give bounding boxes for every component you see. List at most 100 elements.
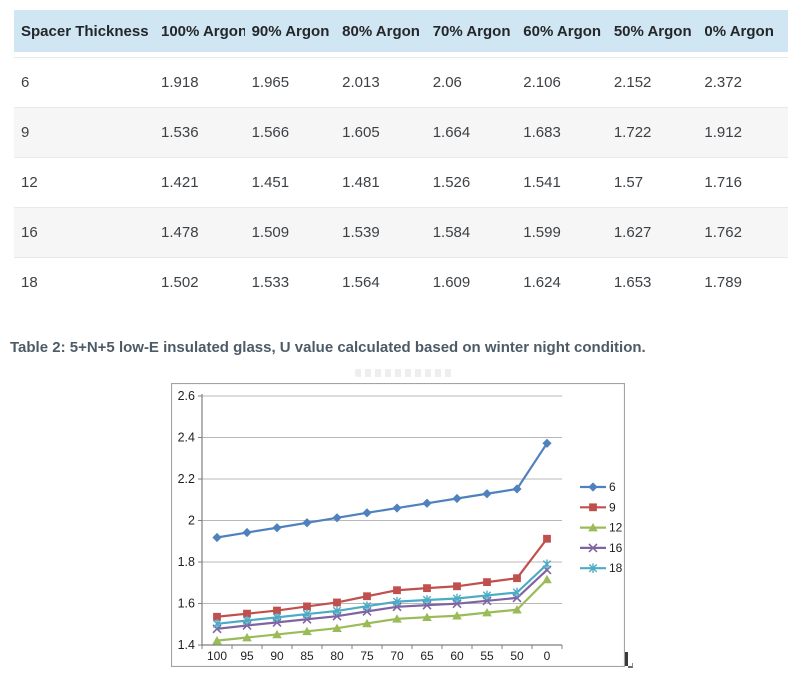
series-marker-9 [213, 612, 221, 621]
series-marker-18 [272, 613, 282, 622]
table-row: 6 1.918 1.965 2.013 2.06 2.106 2.152 2.372 [14, 57, 788, 107]
table-cell: 1.541 [523, 174, 561, 191]
series-marker-9 [243, 609, 251, 618]
table-cell: 1.722 [613, 124, 652, 141]
table-cell: 1.965 [251, 74, 290, 91]
y-tick-label: 2.4 [178, 431, 195, 445]
series-marker-9 [303, 602, 311, 611]
column-header: 80% Argon [342, 22, 420, 40]
series-marker-18 [332, 606, 342, 616]
table-cell: 2.013 [342, 74, 380, 91]
series-marker-6 [362, 508, 372, 518]
table-cell: 1.481 [342, 174, 380, 191]
table-cell: 6 [21, 74, 30, 91]
series-marker-6 [212, 532, 222, 543]
series-marker-9 [333, 598, 341, 607]
x-tick-label: 55 [480, 649, 494, 663]
y-tick-label: 1.6 [178, 597, 195, 611]
series-marker-9 [423, 584, 431, 593]
table-cell: 2.152 [613, 74, 652, 91]
table-cell: 1.605 [342, 124, 380, 141]
cursor-artifact [623, 652, 633, 668]
table-cell: 1.57 [613, 174, 644, 191]
series-marker-12 [542, 574, 552, 584]
series-marker-6 [332, 513, 342, 523]
legend-label: 18 [609, 561, 623, 575]
series-marker-18 [422, 595, 432, 605]
table-cell: 1.683 [523, 124, 561, 141]
series-line-18 [216, 563, 548, 625]
table-cell: 1.502 [161, 274, 199, 291]
column-header: 90% Argon [251, 22, 330, 40]
table-cell: 1.664 [432, 124, 471, 141]
column-header: Spacer Thickness [21, 22, 149, 40]
series-marker-18 [542, 560, 552, 569]
series-marker-12 [332, 623, 342, 632]
table-cell: 1.478 [161, 224, 199, 241]
table-cell: 18 [21, 274, 38, 291]
y-tick-label: 2.6 [178, 389, 195, 403]
legend-label: 9 [609, 500, 616, 514]
column-header: 50% Argon [613, 22, 692, 40]
series-marker-9 [483, 578, 491, 587]
table-cell: 1.421 [161, 174, 199, 191]
series-marker-18 [212, 619, 222, 629]
x-tick-label: 65 [420, 649, 434, 663]
watermark [355, 369, 455, 377]
series-marker-18 [242, 616, 252, 625]
x-tick-label: 60 [450, 649, 464, 663]
series-marker-18 [512, 588, 522, 597]
series-marker-6 [302, 518, 312, 528]
x-tick-label: 75 [360, 649, 374, 663]
table-cell: 1.912 [704, 124, 742, 141]
table-row: 12 1.421 1.451 1.481 1.526 1.541 1.57 1.716 [14, 157, 788, 207]
legend-label: 12 [609, 521, 623, 535]
legend-label: 6 [609, 480, 616, 494]
series-marker-12 [392, 614, 402, 623]
table-cell: 1.533 [251, 274, 290, 291]
table-cell: 2.06 [432, 74, 462, 91]
legend-marker [588, 482, 598, 492]
series-marker-18 [362, 602, 372, 611]
series-marker-12 [452, 611, 462, 620]
series-marker-12 [212, 636, 222, 645]
x-tick-label: 0 [544, 649, 551, 663]
series-marker-18 [452, 594, 462, 603]
series-marker-9 [363, 592, 371, 601]
series-marker-12 [482, 608, 492, 617]
table-cell: 1.918 [161, 74, 199, 91]
table-cell: 2.106 [523, 74, 561, 91]
cursor-bar [625, 652, 628, 666]
legend-marker [588, 543, 598, 553]
series-marker-9 [393, 586, 401, 595]
series-line-6 [216, 442, 548, 539]
series-marker-18 [392, 597, 402, 606]
series-marker-9 [543, 534, 551, 543]
series-marker-6 [452, 493, 462, 504]
cursor-hook [628, 663, 633, 668]
column-header: 0% Argon [704, 22, 774, 40]
u-value-table: Spacer Thickness 100% Argon 90% Argon 80% A… [14, 10, 788, 307]
series-marker-6 [512, 484, 522, 494]
series-marker-9 [513, 574, 521, 583]
table-cell: 1.716 [704, 174, 742, 191]
table-cell: 1.609 [432, 274, 471, 291]
series-marker-12 [422, 612, 432, 621]
table-cell: 16 [21, 224, 38, 241]
legend-marker [588, 564, 598, 573]
table-cell: 1.526 [432, 174, 471, 191]
table-cell: 1.653 [613, 274, 652, 291]
series-marker-12 [272, 629, 282, 639]
x-tick-label: 90 [270, 649, 284, 663]
x-tick-label: 100 [207, 649, 227, 663]
series-line-16 [216, 569, 548, 630]
x-tick-label: 70 [390, 649, 404, 663]
series-marker-6 [272, 523, 282, 533]
legend-label: 16 [609, 541, 623, 555]
table-cell: 1.762 [704, 224, 742, 241]
table-cell: 9 [21, 124, 30, 141]
table-header-row: Spacer Thickness 100% Argon 90% Argon 80% A… [14, 10, 788, 52]
table-cell: 12 [21, 174, 38, 191]
table-row: 9 1.536 1.566 1.605 1.664 1.683 1.722 1.912 [14, 107, 788, 157]
y-tick-label: 2.2 [178, 472, 195, 486]
